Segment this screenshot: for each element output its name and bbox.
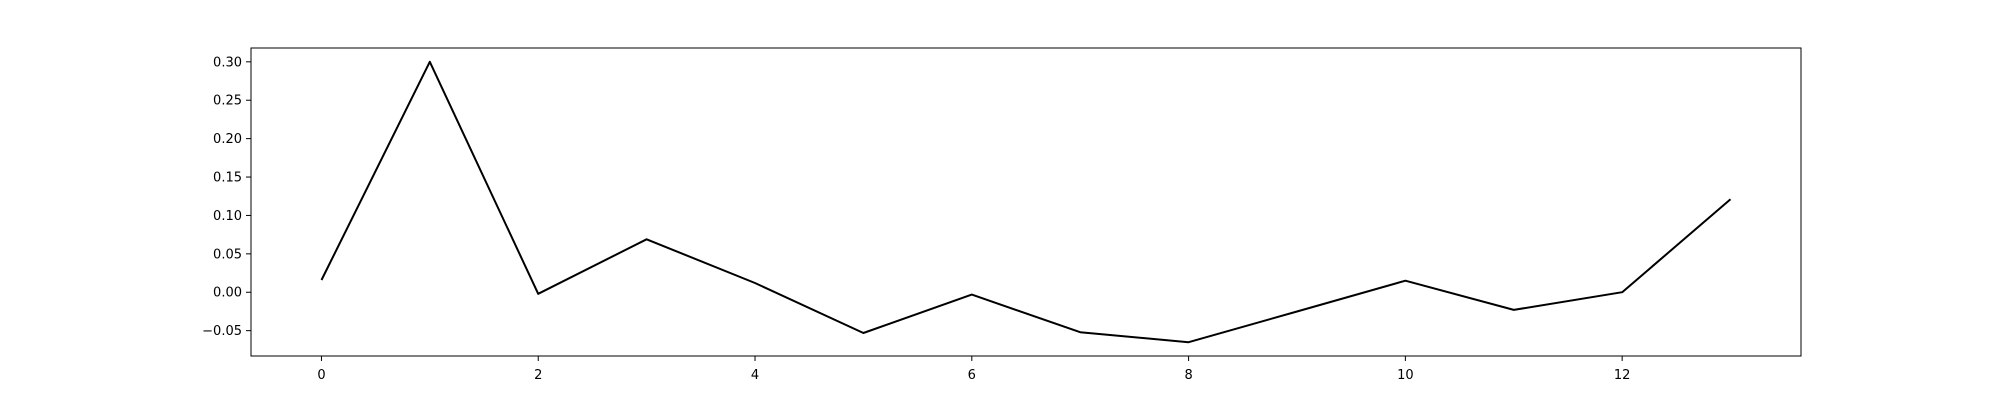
y-tick-label: 0.30: [213, 55, 242, 70]
series-layer: [320, 60, 1732, 344]
x-tick-label: 10: [1397, 368, 1414, 383]
plot-frame: [250, 47, 1802, 357]
x-tick-label: 12: [1614, 368, 1631, 383]
x-tick-label: 0: [317, 368, 325, 383]
x-tick-label: 8: [1184, 368, 1192, 383]
y-tick-label: 0.15: [213, 171, 242, 186]
y-tick-label: −0.05: [202, 324, 242, 339]
y-tick-label: 0.25: [213, 94, 242, 109]
x-tick-label: 6: [968, 368, 976, 383]
y-tick-label: 0.10: [213, 209, 242, 224]
plot-background: [251, 48, 1801, 356]
y-tick-label: 0.05: [213, 247, 242, 262]
x-tick-label: 2: [534, 368, 542, 383]
y-axis: −0.05 0.00 0.05 0.10 0.15 0.20 0.25 0.30: [202, 55, 251, 339]
y-tick-label: 0.00: [213, 286, 242, 301]
y-tick-label: 0.20: [213, 132, 242, 147]
x-axis: 0 2 4 6 8 10 12: [317, 356, 1630, 383]
series-line-0: [320, 60, 1732, 344]
x-tick-label: 4: [751, 368, 759, 383]
